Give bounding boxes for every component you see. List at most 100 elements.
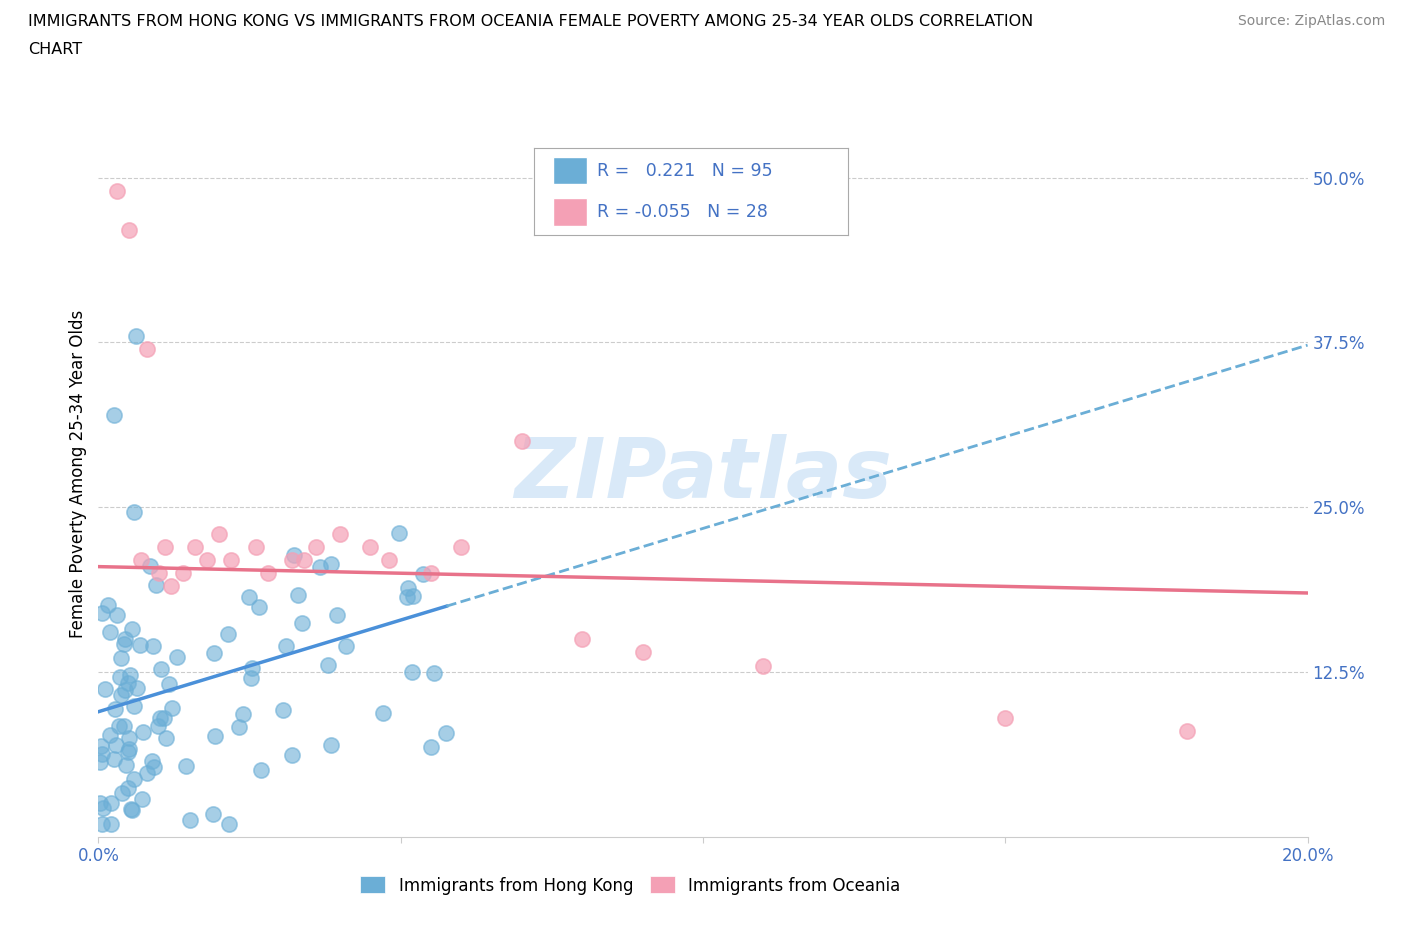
Point (179, 812, 201, 827)
Point (132, 724, 155, 739)
Point (360, 539, 382, 554)
Point (420, 565, 443, 580)
Point (208, 526, 231, 541)
Point (316, 658, 339, 672)
Point (232, 707, 254, 722)
Point (176, 759, 198, 774)
Point (412, 566, 434, 581)
Text: Source: ZipAtlas.com: Source: ZipAtlas.com (1237, 14, 1385, 28)
Point (114, 631, 136, 646)
Point (90, 739, 112, 754)
Point (308, 560, 330, 575)
Point (402, 589, 425, 604)
Point (152, 711, 174, 725)
Point (118, 741, 141, 756)
Point (240, 671, 263, 685)
Point (377, 552, 399, 567)
Point (281, 748, 304, 763)
Point (160, 579, 183, 594)
Point (117, 744, 139, 759)
Point (105, 183, 128, 198)
Point (103, 751, 125, 766)
Point (291, 616, 314, 631)
Point (122, 698, 145, 713)
Point (326, 608, 349, 623)
Point (125, 328, 148, 343)
Point (108, 718, 131, 733)
Point (91, 801, 114, 816)
Point (89, 755, 111, 770)
Point (129, 552, 152, 567)
Point (217, 627, 239, 642)
Text: ZIPatlas: ZIPatlas (515, 433, 891, 515)
Point (155, 731, 177, 746)
Point (401, 664, 423, 679)
Point (752, 658, 775, 673)
Point (112, 637, 135, 652)
Point (242, 661, 264, 676)
Point (238, 590, 260, 604)
Point (98, 624, 121, 639)
Point (149, 711, 172, 725)
Point (110, 670, 132, 684)
Point (118, 668, 141, 683)
Point (1175, 724, 1198, 739)
Point (631, 644, 654, 659)
Point (98, 727, 121, 742)
Legend: Immigrants from Hong Kong, Immigrants from Oceania: Immigrants from Hong Kong, Immigrants fr… (354, 870, 907, 901)
Point (321, 737, 343, 752)
Point (283, 548, 305, 563)
Point (124, 505, 146, 520)
Point (110, 687, 132, 702)
Point (128, 637, 150, 652)
Point (100, 796, 122, 811)
Point (287, 588, 309, 603)
Point (329, 526, 352, 541)
Point (184, 539, 207, 554)
Point (114, 683, 136, 698)
Point (195, 552, 218, 567)
Point (125, 681, 148, 696)
Point (149, 661, 172, 676)
Point (118, 223, 141, 238)
Point (256, 565, 278, 580)
Point (148, 565, 170, 580)
Point (271, 702, 294, 717)
Point (994, 711, 1017, 725)
Point (249, 763, 271, 777)
Text: IMMIGRANTS FROM HONG KONG VS IMMIGRANTS FROM OCEANIA FEMALE POVERTY AMONG 25-34 : IMMIGRANTS FROM HONG KONG VS IMMIGRANTS … (28, 14, 1033, 29)
Point (436, 726, 458, 741)
Point (136, 766, 159, 781)
Point (117, 780, 139, 795)
Point (142, 639, 165, 654)
Point (103, 407, 125, 422)
Point (166, 649, 188, 664)
Point (423, 666, 446, 681)
Point (510, 434, 533, 449)
Point (218, 817, 240, 831)
Point (118, 730, 141, 745)
Point (153, 539, 176, 554)
Point (145, 578, 167, 592)
Point (110, 650, 132, 665)
Point (139, 559, 162, 574)
Point (305, 539, 328, 554)
Point (420, 740, 443, 755)
Point (117, 676, 139, 691)
Point (172, 565, 194, 580)
Point (204, 645, 226, 660)
Point (221, 552, 243, 567)
Point (112, 719, 135, 734)
Point (143, 760, 166, 775)
Point (335, 639, 357, 654)
Point (247, 600, 270, 615)
Point (97, 597, 120, 612)
Point (141, 753, 163, 768)
Point (148, 719, 170, 734)
Y-axis label: Female Poverty Among 25-34 Year Olds: Female Poverty Among 25-34 Year Olds (69, 311, 87, 638)
Point (94, 682, 117, 697)
Point (120, 802, 142, 817)
Point (105, 737, 128, 752)
Point (201, 806, 224, 821)
Point (135, 341, 157, 356)
